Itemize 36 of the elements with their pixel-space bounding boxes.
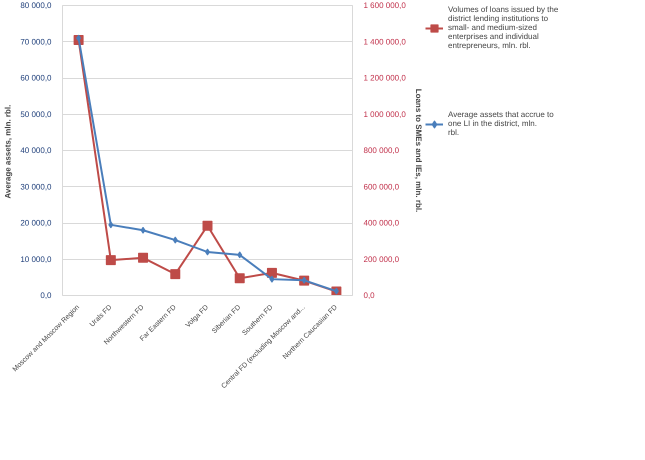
point xyxy=(334,288,339,295)
point xyxy=(202,220,212,231)
y-tick-label: 0,0 xyxy=(40,291,52,300)
y2-tick-label: 0,0 xyxy=(364,291,376,300)
y-tick-label: 80 000,0 xyxy=(20,1,52,10)
y-tick-label: 30 000,0 xyxy=(20,182,52,192)
point xyxy=(269,276,274,283)
y2-tick-label: 600 000,0 xyxy=(364,182,400,192)
y-tick-label: 50 000,0 xyxy=(20,110,52,119)
y-tick-label: 40 000,0 xyxy=(20,146,52,155)
y2-tick-label: 1 000 000,0 xyxy=(364,110,406,119)
point xyxy=(172,236,178,244)
y2-tick-label: 800 000,0 xyxy=(364,146,400,155)
point xyxy=(106,255,116,266)
y-tick-label: 60 000,0 xyxy=(20,74,52,82)
y2-tick-label: 1 600 000,0 xyxy=(364,1,406,10)
point xyxy=(108,221,114,228)
point xyxy=(170,269,180,280)
y-tick-label: 70 000,0 xyxy=(20,37,52,46)
y-tick-label: 10 000,0 xyxy=(20,254,52,264)
y2-tick-label: 400 000,0 xyxy=(364,218,400,228)
point xyxy=(140,226,146,234)
point xyxy=(234,273,245,284)
y2-tick-label: 1 200 000,0 xyxy=(364,74,406,82)
point xyxy=(205,248,210,256)
y2-tick-label: 1 400 000,0 xyxy=(364,37,406,46)
legend-label: Average assets that accrue to one LI in the district, mln. rbl. xyxy=(448,110,554,137)
y2-axis-title: Loans to SMEs and IEs, mln. rbl. xyxy=(414,88,423,212)
y-axis-title: Average assets, mln. rbl. xyxy=(3,104,12,199)
point xyxy=(237,251,242,258)
y-tick-label: 20 000,0 xyxy=(20,218,52,228)
point xyxy=(302,276,307,284)
y2-tick-label: 200 000,0 xyxy=(364,254,400,264)
point xyxy=(76,34,82,42)
legend-label: Volumes of loans issued by the district lending institutions to small- and medium-sized enterprises and individual entrepreneurs, mln. rbl. xyxy=(448,5,558,50)
point xyxy=(138,252,148,263)
